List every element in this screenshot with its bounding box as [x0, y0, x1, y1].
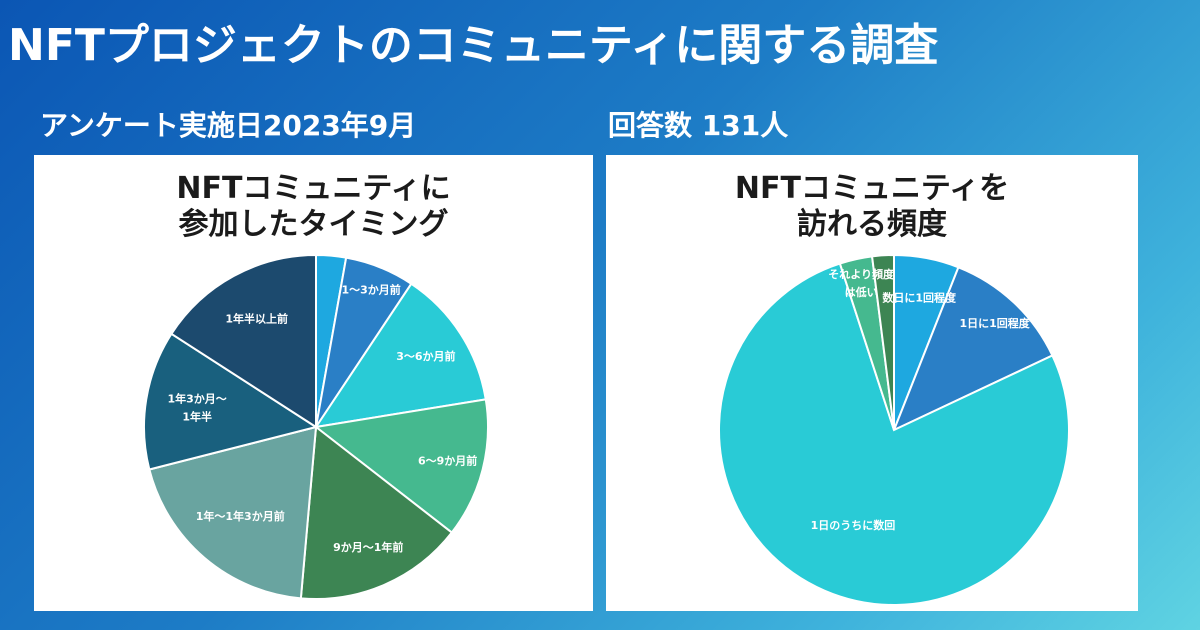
frequency-chart-title-line-2: 訪れる頻度 [797, 207, 947, 242]
respondent-count: 回答数 131人 [608, 109, 789, 142]
frequency-chart-title-line-1: NFTコミュニティを [734, 171, 1010, 206]
pie-slice-5 [870, 253, 895, 431]
pie-slice-8 [170, 253, 317, 429]
pie-label-5: 週1回程度 [857, 243, 910, 257]
frequency-chart-card: NFTコミュニティを 訪れる頻度 数日に1回程度 1日に1回程度 1日のうちに数回 そ… [606, 155, 1138, 611]
pie-slice-3 [718, 262, 1070, 606]
pie-slice-2 [892, 265, 1054, 432]
timing-chart-title: NFTコミュニティに 参加したタイミング [34, 171, 593, 243]
timing-chart-title-line-1: NFTコミュニティに [176, 171, 451, 206]
pie-slice-7 [143, 332, 319, 471]
timing-chart-title-line-2: 参加したタイミング [178, 207, 449, 242]
pie-slice-4 [313, 398, 489, 534]
pie-label-5: 9か月〜1年前 [333, 540, 403, 554]
pie-label-3: 3〜6か月前 [396, 349, 455, 363]
timing-pie-chart: 1〜3か月前 3〜6か月前 6〜9か月前 9か月〜1年前 1年〜1年3か月前 1年3か月〜… [143, 253, 489, 600]
pie-label-7: 1年3か月〜 1年半 [168, 392, 227, 424]
timing-chart-card: NFTコミュニティに 参加したタイミング 1〜3か月前 3〜6か月前 6〜9か月前 9… [34, 155, 593, 611]
pie-label-3: 1日のうちに数回 [811, 518, 896, 532]
pie-slice-6 [148, 425, 318, 600]
pie-label-6: 1年〜1年3か月前 [196, 509, 285, 523]
pie-slice-3 [313, 282, 487, 429]
pie-label-4: それより頻度は低い [828, 267, 895, 299]
pie-slice-5 [299, 425, 454, 600]
pie-label-2: 1日に1回程度 [959, 316, 1030, 330]
pie-label-8: 1年半以上前 [225, 311, 288, 325]
page-title: NFTプロジェクトのコミュニティに関する調査 [8, 20, 939, 71]
frequency-chart-title: NFTコミュニティを 訪れる頻度 [606, 171, 1138, 243]
survey-date: アンケート実施日2023年9月 [40, 109, 417, 142]
pie-label-1: 数日に1回程度 [882, 291, 957, 305]
pie-label-2: 1〜3か月前 [341, 283, 400, 297]
pie-label-4: 6〜9か月前 [418, 454, 477, 468]
